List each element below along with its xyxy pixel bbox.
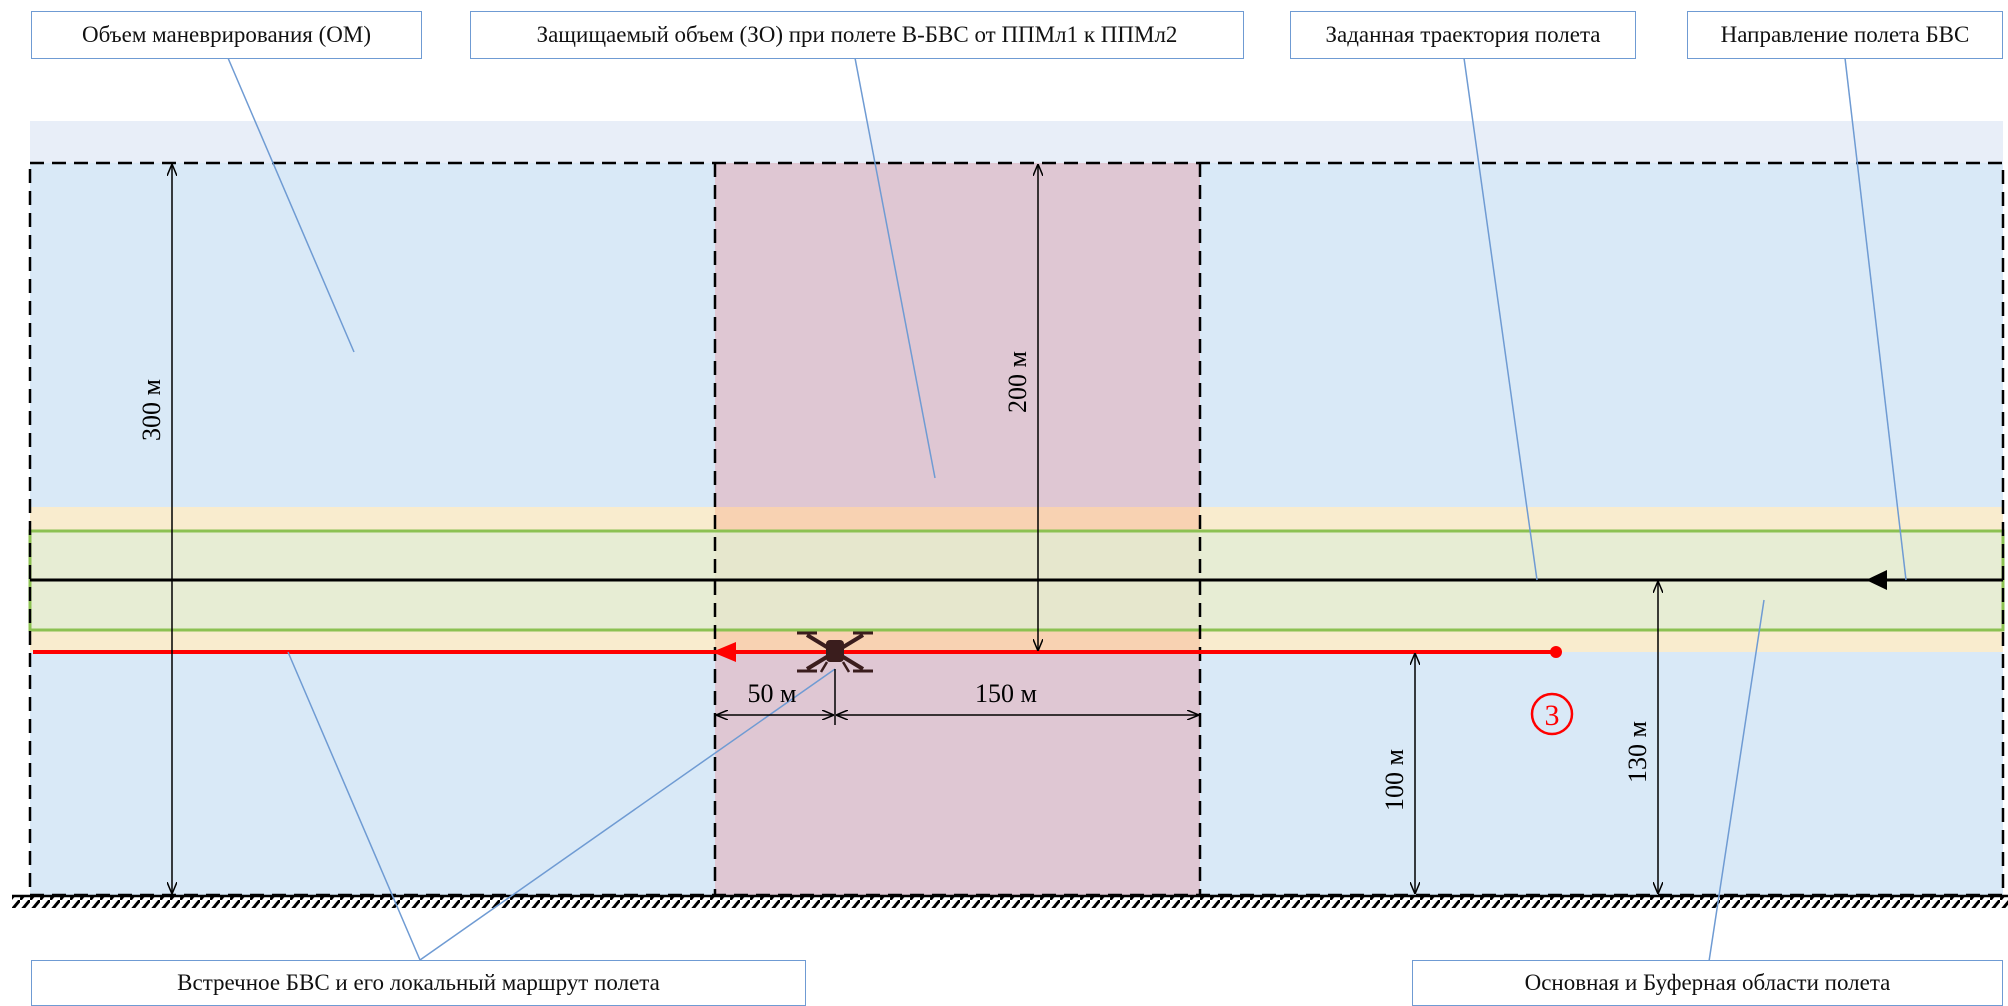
dim-100-label: 100 м	[1380, 749, 1409, 811]
maneuver-volume-outline	[28, 161, 2005, 897]
upper-airspace-band	[30, 121, 2003, 163]
marker-3-circle	[1530, 692, 1574, 736]
callout-planned-trajectory: Заданная траектория полета	[1290, 11, 1636, 59]
dim-300-label: 300 м	[137, 379, 166, 441]
callout-flight-areas: Основная и Буферная области полета	[1412, 960, 2003, 1006]
leader-oncoming-route	[287, 651, 421, 961]
callout-maneuver-volume: Объем маневрирования (ОМ)	[31, 11, 422, 59]
leader-trajectory	[1463, 57, 1538, 581]
leader-lines	[227, 57, 1907, 969]
dim-150-label: 150 м	[975, 679, 1037, 708]
ground-hatching	[12, 896, 2008, 908]
oncoming-route-endpoint	[1550, 646, 1562, 658]
dim-130-label: 130 м	[1623, 721, 1652, 783]
trajectory-direction-arrow	[1866, 570, 1887, 590]
oncoming-route-arrow	[712, 642, 736, 662]
drone-icon	[797, 631, 873, 673]
leader-maneuver	[227, 57, 355, 353]
leader-areas	[1707, 599, 1765, 969]
leader-direction	[1844, 57, 1907, 581]
callout-flight-direction: Направление полета БВС	[1687, 11, 2003, 59]
dim-50-label: 50 м	[748, 679, 797, 708]
callout-protected-volume: Защищаемый объем (ЗО) при полете В-БВС о…	[470, 11, 1244, 59]
dim-200-label: 200 м	[1003, 351, 1032, 413]
marker-3-label: 3	[1545, 699, 1560, 732]
callout-oncoming-uav: Встречное БВС и его локальный маршрут по…	[31, 960, 806, 1006]
leader-protected	[854, 57, 936, 479]
